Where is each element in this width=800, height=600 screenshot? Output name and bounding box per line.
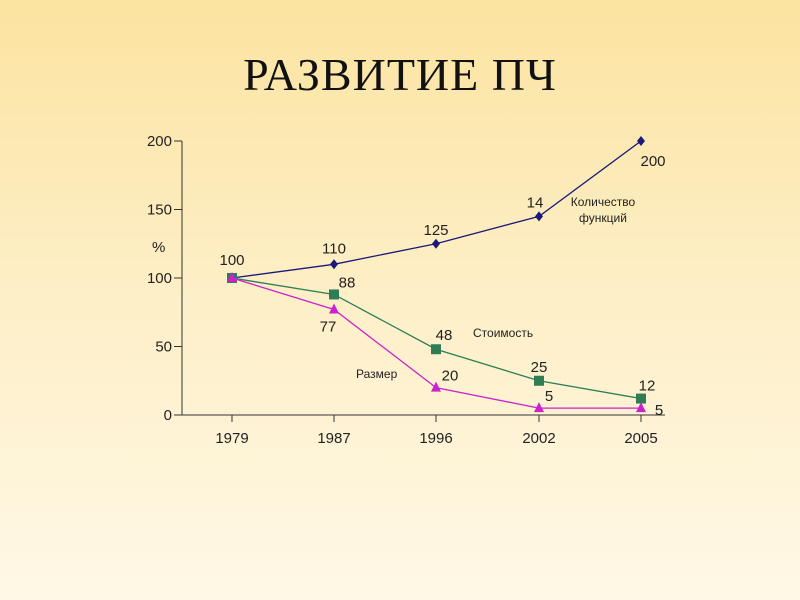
x-tick-label: 1987 — [317, 430, 350, 447]
point-marker-diamond — [535, 211, 543, 222]
point-marker-diamond — [637, 136, 645, 146]
data-label: 25 — [531, 359, 548, 376]
series-label-size: Размер — [356, 367, 398, 381]
y-tick-label: 100 — [147, 270, 172, 287]
data-label: 88 — [339, 274, 356, 291]
point-marker-triangle — [534, 402, 544, 413]
point-marker-square — [431, 344, 441, 355]
data-label: 77 — [320, 319, 337, 336]
slide-title: РАЗВИТИЕ ПЧ — [243, 49, 557, 100]
y-axis-label: % — [152, 239, 165, 256]
data-label: 110 — [322, 240, 346, 257]
series-line-0 — [231, 140, 642, 279]
y-tick-label: 0 — [164, 407, 172, 424]
data-label: 100 — [219, 252, 244, 269]
data-label: 200 — [640, 153, 665, 170]
point-marker-diamond — [330, 259, 338, 270]
point-marker-triangle — [227, 272, 237, 282]
data-label: 48 — [436, 327, 453, 344]
data-label: 5 — [545, 388, 553, 405]
point-marker-square — [636, 393, 646, 404]
point-marker-square — [534, 375, 544, 386]
series-label-cost: Стоимость — [473, 326, 533, 340]
x-tick-label: 1996 — [419, 430, 452, 447]
series-label-functions: Количество — [571, 195, 636, 209]
x-tick-label: 1979 — [215, 430, 248, 447]
y-tick-label: 150 — [147, 202, 172, 219]
point-marker-triangle — [431, 381, 441, 392]
x-tick-label: 2005 — [624, 430, 657, 447]
data-label: 14 — [527, 194, 544, 211]
point-marker-diamond — [432, 238, 440, 249]
data-label: 12 — [639, 378, 656, 395]
data-label: 125 — [423, 222, 448, 239]
x-tick-label: 2002 — [522, 430, 555, 447]
data-label: 20 — [442, 368, 459, 385]
point-marker-triangle — [636, 402, 646, 413]
y-tick-label: 200 — [147, 133, 172, 150]
point-marker-triangle — [329, 303, 339, 314]
series-label-functions: функций — [579, 211, 627, 225]
point-marker-square — [329, 289, 339, 300]
y-tick-label: 50 — [155, 339, 172, 356]
data-label: 5 — [655, 402, 663, 419]
